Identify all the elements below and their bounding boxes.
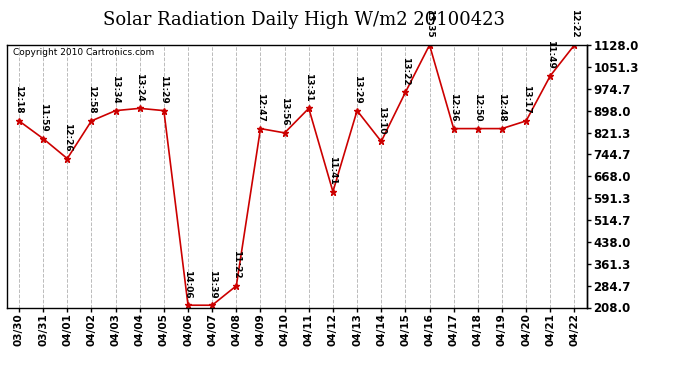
Text: 13:56: 13:56 xyxy=(280,97,289,126)
Text: 13:29: 13:29 xyxy=(353,75,362,104)
Text: 13:24: 13:24 xyxy=(135,73,144,101)
Text: 12:26: 12:26 xyxy=(63,123,72,152)
Text: 11:29: 11:29 xyxy=(159,75,168,104)
Text: 13:31: 13:31 xyxy=(304,73,313,101)
Text: 12:48: 12:48 xyxy=(497,93,506,122)
Text: 13:22: 13:22 xyxy=(401,57,410,86)
Text: 13:34: 13:34 xyxy=(111,75,120,104)
Text: 12:50: 12:50 xyxy=(473,93,482,122)
Text: 13:17: 13:17 xyxy=(522,85,531,114)
Text: 12:47: 12:47 xyxy=(256,93,265,122)
Text: Solar Radiation Daily High W/m2 20100423: Solar Radiation Daily High W/m2 20100423 xyxy=(103,11,504,29)
Text: Copyright 2010 Cartronics.com: Copyright 2010 Cartronics.com xyxy=(12,48,154,57)
Text: 11:49: 11:49 xyxy=(546,40,555,69)
Text: 13:39: 13:39 xyxy=(208,270,217,298)
Text: 12:58: 12:58 xyxy=(87,86,96,114)
Text: 11:59: 11:59 xyxy=(39,103,48,132)
Text: 13:10: 13:10 xyxy=(377,106,386,135)
Text: 13:35: 13:35 xyxy=(425,9,434,38)
Text: 11:22: 11:22 xyxy=(232,250,241,279)
Text: 12:22: 12:22 xyxy=(570,9,579,38)
Text: 12:18: 12:18 xyxy=(14,86,23,114)
Text: 11:41: 11:41 xyxy=(328,156,337,185)
Text: 12:36: 12:36 xyxy=(449,93,458,122)
Text: 14:06: 14:06 xyxy=(184,270,193,298)
